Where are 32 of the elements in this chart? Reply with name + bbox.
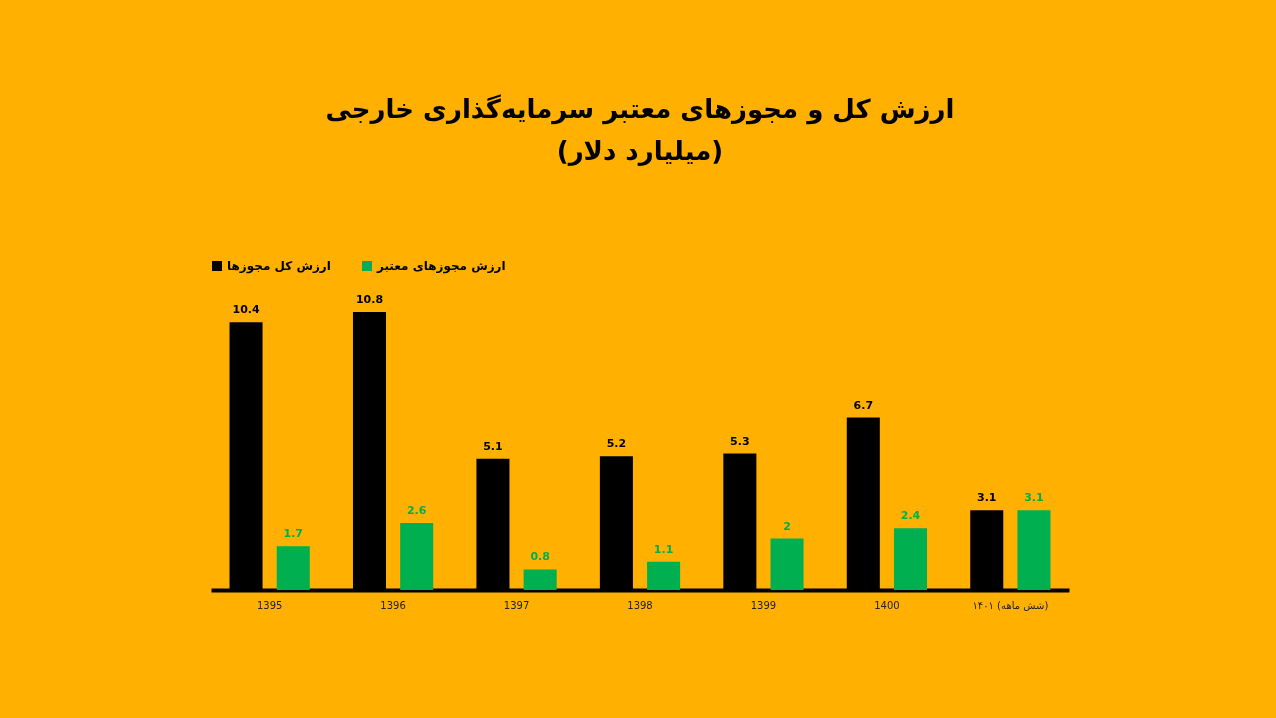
data-label: 5.2: [606, 437, 627, 451]
x-tick-label: ۱۴۰۱ (شش ماهه): [972, 599, 1049, 611]
data-label: 3.1: [1024, 491, 1044, 505]
data-label: 2: [783, 519, 791, 533]
bar: [400, 523, 434, 590]
data-label: 0.8: [530, 550, 550, 564]
data-label: 10.8: [355, 293, 384, 306]
legend-label: ارزش کل مجوزها: [227, 259, 331, 274]
data-label: 1.7: [283, 527, 303, 541]
data-label: 5.1: [483, 439, 503, 453]
data-label: 5.3: [730, 434, 750, 448]
x-tick-label: 1395: [256, 599, 283, 611]
bar: [893, 528, 928, 590]
x-tick-label: 1396: [380, 599, 406, 611]
data-label: 2.6: [406, 504, 427, 518]
bar: [276, 546, 310, 590]
x-tick-label: 1398: [627, 599, 653, 611]
data-label: 2.4: [900, 509, 921, 523]
data-label: 10.4: [232, 303, 260, 317]
bar: [1017, 510, 1051, 590]
bar: [770, 538, 804, 590]
data-label: 3.1: [977, 491, 997, 505]
chart-title: ارزش کل و مجوزهای معتبر سرمایه‌گذاری خارجی: [325, 94, 955, 125]
data-label: 6.7: [853, 398, 874, 412]
bar: [523, 569, 557, 590]
bar: [647, 561, 681, 590]
x-tick-label: 1400: [874, 599, 900, 611]
data-label: 1.1: [653, 542, 674, 556]
x-tick-label: 1397: [503, 599, 530, 611]
legend-label: ارزش مجوزهای معتبر: [376, 259, 506, 274]
x-tick-label: 1399: [750, 599, 777, 611]
chart-subtitle: (میلیارد دلار): [556, 136, 724, 166]
